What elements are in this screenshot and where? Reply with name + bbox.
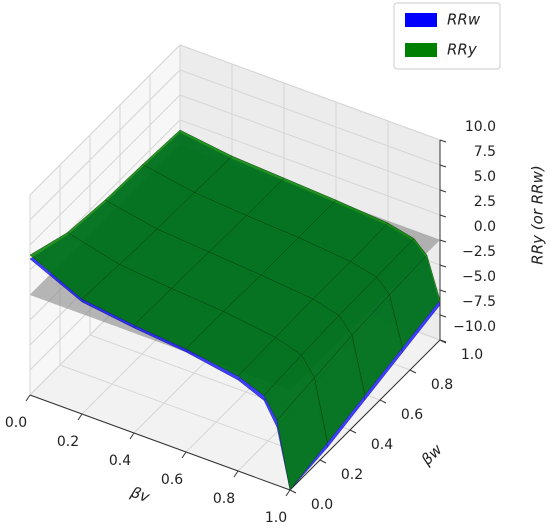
legend-swatch [405,13,437,27]
tick-mark [439,164,447,168]
tick-mark [439,339,447,343]
z-tick-label: −5.0 [462,269,496,285]
legend-label: RRw [447,11,481,29]
grid-line [179,119,441,216]
tick-mark [233,470,239,478]
tick-mark [409,369,417,374]
x-tick-label: 0.4 [109,453,131,469]
z-tick-label: 7.5 [474,144,496,160]
grid-line [29,69,181,221]
tick-mark [25,394,31,402]
x-axis [29,394,291,491]
tick-mark [439,264,447,268]
z-tick-label: −10.0 [453,319,496,335]
y-tick-label: 1.0 [461,347,483,363]
y-tick-label: 0.6 [401,407,423,423]
legend-label: RRy [447,41,478,59]
x-tick-label: 0.8 [213,491,235,507]
legend-swatch [405,43,437,57]
tick-mark [439,189,447,193]
x-tick-label: 0.0 [5,415,27,431]
x-axis-label: βv [127,483,152,507]
z-tick-label: 5.0 [474,169,496,185]
x-tick-label: 0.6 [161,472,183,488]
tick-mark [439,214,447,218]
grid-line [179,69,441,166]
tick-mark [439,239,447,243]
z-tick-label: 0.0 [474,219,496,235]
tick-mark [289,489,297,494]
z-axis-label: RRy (or RRw) [529,165,547,264]
y-tick-label: 0.2 [341,467,363,483]
z-tick-label: −2.5 [462,244,496,260]
grid-line [29,94,181,246]
z-tick-label: 10.0 [465,119,496,135]
z-tick-label: 2.5 [474,194,496,210]
y-tick-label: 0.4 [371,437,393,453]
legend: RRw RRy [393,2,501,70]
grid-line [179,44,441,141]
tick-mark [379,399,387,404]
x-tick-label: 1.0 [265,510,287,526]
z-tick-label: −7.5 [462,294,496,310]
y-tick-label: 0.8 [431,377,453,393]
tick-mark [77,413,83,421]
x-tick-label: 0.2 [57,434,79,450]
tick-mark [439,289,447,293]
tick-mark [319,459,327,464]
tick-mark [181,451,187,459]
surface-patch [276,377,328,491]
tick-mark [349,429,357,434]
grid-line [59,364,321,461]
grid-line [29,44,181,196]
y-tick-label: 0.0 [311,497,333,513]
tick-mark [129,432,135,440]
tick-mark [439,314,447,318]
y-axis-label: βw [417,440,446,469]
grid-line [179,94,441,191]
tick-mark [285,489,291,497]
y-axis [289,339,441,491]
tick-mark [439,139,447,143]
